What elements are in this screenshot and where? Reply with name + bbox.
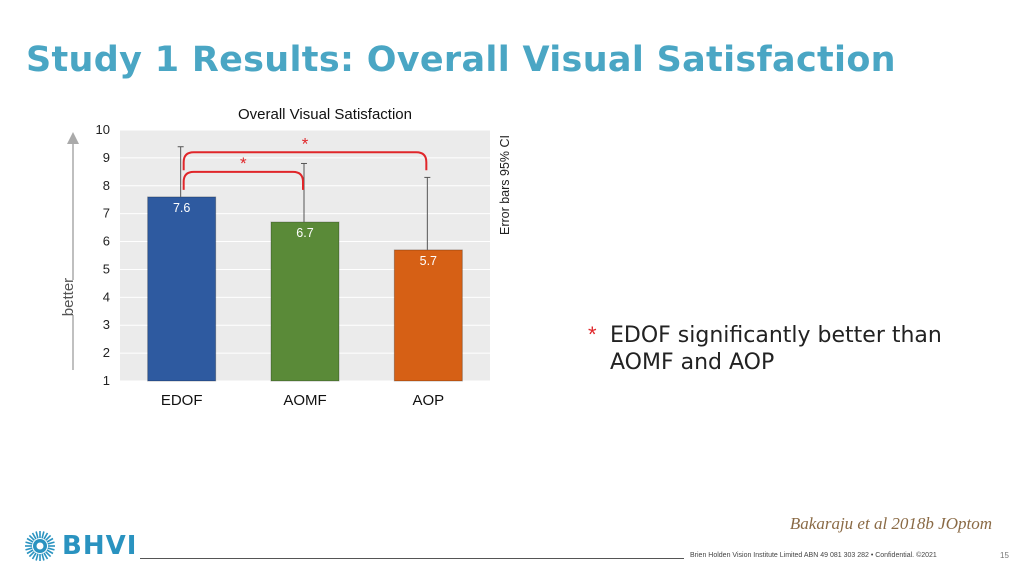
y-tick-label: 8	[103, 178, 110, 193]
logo-ray	[28, 534, 35, 541]
bar-value-label: 7.6	[173, 201, 190, 215]
x-tick-label: EDOF	[161, 392, 203, 409]
y-tick-label: 3	[103, 317, 110, 332]
bar-aop	[393, 249, 463, 382]
logo-ray	[47, 541, 55, 545]
significance-bracket	[182, 151, 428, 171]
y-axis-label: better	[60, 278, 77, 316]
logo-text: BHVI	[62, 531, 138, 561]
logo-ray	[41, 553, 45, 561]
y-tick-label: 7	[103, 206, 110, 221]
logo-ray	[47, 547, 55, 551]
logo-ray	[31, 532, 37, 540]
error-bars-label: Error bars 95% CI	[498, 135, 512, 235]
y-tick-label: 2	[103, 345, 110, 360]
logo-ray	[25, 547, 33, 551]
significance-bracket	[182, 170, 304, 190]
x-tick-label: AOP	[412, 392, 444, 409]
asterisk-marker: *	[588, 322, 597, 347]
x-tick-label: AOMF	[283, 392, 326, 409]
y-tick-label: 9	[103, 150, 110, 165]
logo-ray	[25, 541, 33, 545]
chart-title: Overall Visual Satisfaction	[238, 106, 412, 123]
y-tick-label: 1	[103, 373, 110, 388]
bar-aomf	[270, 221, 340, 382]
logo-ray	[46, 537, 54, 543]
bar-chart: * * 1 2 3 4 5 6 7 8 9 10 better Overall Visual Satis…	[60, 106, 512, 409]
logo-ray	[28, 551, 35, 558]
y-tick-label: 6	[103, 234, 110, 249]
logo-ray	[35, 531, 39, 539]
y-tick-label: 5	[103, 261, 110, 276]
note-text: EDOF significantly better than AOMF and …	[610, 323, 942, 375]
bar-edof	[147, 196, 217, 382]
logo-ray	[45, 551, 52, 558]
logo-ray	[26, 537, 34, 543]
logo-ray	[45, 534, 52, 541]
better-arrow-icon	[67, 132, 79, 144]
y-tick-label: 10	[96, 122, 110, 137]
slide-title: Study 1 Results: Overall Visual Satisfac…	[26, 40, 896, 80]
logo-ray	[46, 549, 54, 555]
citation: Bakaraju et al 2018b JOptom	[789, 514, 992, 533]
page-number: 15	[1000, 551, 1009, 560]
logo-ray	[43, 532, 49, 540]
significance-asterisk: *	[240, 154, 247, 173]
footer-text: Brien Holden Vision Institute Limited AB…	[690, 552, 937, 559]
bar-value-label: 5.7	[420, 254, 437, 268]
logo-ray	[26, 549, 34, 555]
logo-ray	[41, 531, 45, 539]
eye-logo-icon	[25, 531, 55, 561]
logo-ray	[35, 553, 39, 561]
significance-asterisk: *	[302, 134, 309, 153]
logo-ray	[43, 552, 49, 560]
bhvi-logo: BHVI	[24, 530, 137, 562]
logo-ray	[31, 552, 37, 560]
footer-divider	[140, 558, 684, 559]
bar-value-label: 6.7	[296, 226, 313, 240]
y-tick-label: 4	[103, 289, 110, 304]
